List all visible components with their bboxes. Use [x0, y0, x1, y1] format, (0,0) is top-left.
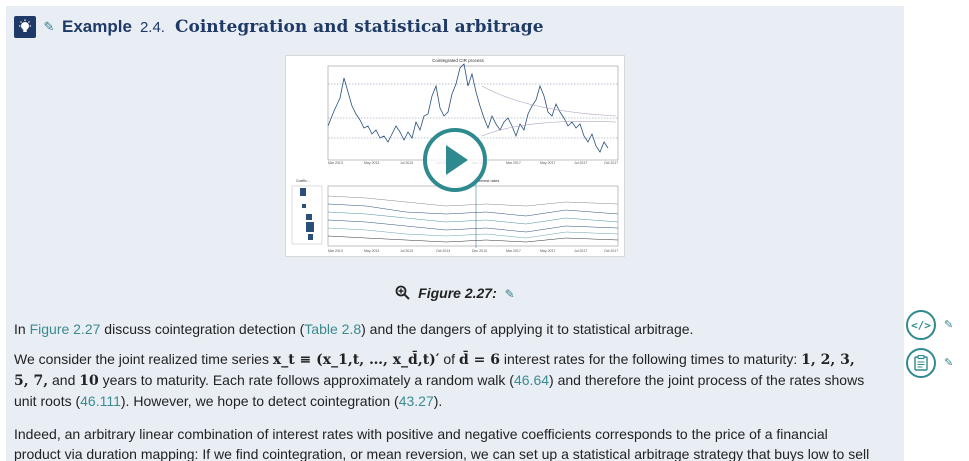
legend-label: Coeffic... — [296, 179, 310, 183]
edit-link-icon[interactable]: ✎ — [43, 19, 55, 34]
math-xt: x_t ≡ (x_1,t, …, x_d̄,t)′ — [272, 352, 440, 368]
x-tick: May 2017 — [540, 249, 555, 253]
table-ref-link[interactable]: Table 2.8 — [304, 321, 362, 337]
lower-title: Interest rates — [476, 178, 499, 183]
paragraph-3: Indeed, an arbitrary linear combination … — [14, 426, 870, 461]
play-icon[interactable] — [423, 128, 487, 192]
x-tick: May 2017 — [540, 161, 555, 165]
example-panel: ✎ Example 2.4. Cointegration and statist… — [6, 6, 904, 461]
x-tick: Oct 2017 — [604, 161, 618, 165]
example-number: 2.4. — [139, 18, 165, 36]
caption-text: Figure 2.27: — [418, 285, 497, 301]
paragraph-2: We consider the joint realized time seri… — [14, 351, 865, 409]
x-tick: Dec 2013 — [472, 249, 487, 253]
equation-ref-link[interactable]: 46.64 — [513, 372, 550, 388]
x-tick: May 2013 — [364, 161, 379, 165]
x-tick: Mar 2013 — [328, 249, 343, 253]
equation-ref-link[interactable]: 43.27 — [398, 393, 434, 409]
code-icon[interactable]: </> — [906, 310, 936, 340]
document-link-icon[interactable]: ✎ — [944, 357, 954, 369]
x-tick: May 2013 — [364, 249, 379, 253]
math-d: d̄ = 6 — [458, 352, 500, 368]
x-tick: Jul 2013 — [400, 249, 413, 253]
code-link-icon[interactable]: ✎ — [944, 319, 954, 331]
x-tick: Jul 2017 — [574, 249, 587, 253]
x-tick: Jul 2017 — [574, 161, 587, 165]
example-header: ✎ Example 2.4. Cointegration and statist… — [14, 14, 544, 40]
figure-caption: Figure 2.27: ✎ — [6, 285, 904, 301]
document-icon[interactable] — [906, 348, 936, 378]
lightbulb-icon — [14, 16, 36, 38]
x-tick: Mar 2017 — [506, 161, 521, 165]
example-label: Example — [62, 17, 132, 36]
magnifier-plus-icon[interactable] — [395, 285, 414, 301]
example-title: Cointegration and statistical arbitrage — [174, 17, 544, 37]
x-tick: Jul 2013 — [400, 161, 413, 165]
equation-ref-link[interactable]: 46.111 — [80, 393, 121, 409]
x-tick: Oct 2013 — [436, 249, 450, 253]
chart-title: Cointegrated CIR process — [432, 58, 485, 63]
x-tick: Mar 2013 — [328, 161, 343, 165]
x-tick: Mar 2017 — [506, 249, 521, 253]
caption-link-icon[interactable]: ✎ — [504, 287, 515, 301]
figure-ref-link[interactable]: Figure 2.27 — [29, 321, 101, 337]
paragraph-1: In Figure 2.27 discuss cointegration det… — [14, 321, 694, 337]
x-tick: Oct 2017 — [604, 249, 618, 253]
